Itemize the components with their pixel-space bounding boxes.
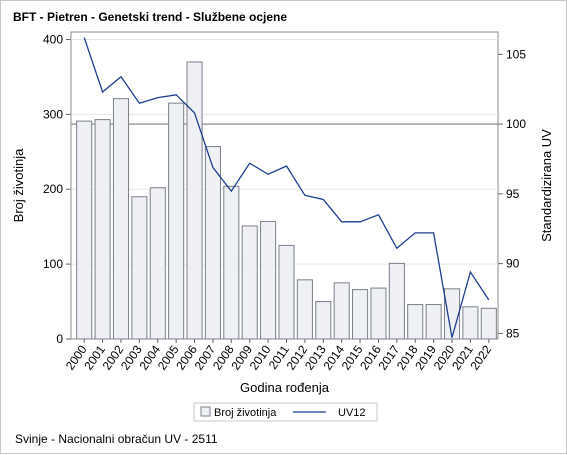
y2-tick-label: 85 (506, 326, 520, 340)
legend-label-bar: Broj životinja (214, 407, 277, 419)
legend-swatch-bar (200, 406, 211, 417)
y-tick-label: 400 (43, 32, 63, 46)
bar (388, 262, 405, 340)
bar (204, 146, 221, 340)
bar (352, 289, 369, 340)
y-tick-label: 100 (43, 257, 63, 271)
y-tick-label: 200 (43, 182, 63, 196)
y2-tick-label: 95 (506, 187, 520, 201)
bar (480, 307, 497, 340)
legend-label-line: UV12 (338, 407, 366, 419)
bar (94, 119, 111, 340)
bar (223, 185, 240, 340)
bar (333, 282, 350, 340)
bar (112, 98, 130, 340)
bar (443, 288, 461, 340)
chart-title: BFT - Pietren - Genetski trend - Služben… (13, 10, 288, 24)
bar (149, 187, 166, 340)
bar (76, 120, 93, 340)
bar (425, 304, 442, 340)
x-axis-title: Godina rođenja (240, 380, 330, 395)
bar (462, 306, 479, 340)
bar (407, 304, 424, 340)
y-axis-title: Broj životinja (11, 148, 26, 222)
footnote: Svinje - Nacionalni obračun UV - 2511 (15, 432, 218, 446)
y2-tick-label: 90 (506, 257, 520, 271)
y2-tick-label: 105 (506, 47, 526, 61)
x-tick-label: 2022 (467, 342, 494, 372)
bar (278, 244, 295, 340)
bar (186, 61, 203, 340)
y-tick-label: 0 (56, 332, 63, 346)
bar (131, 196, 148, 340)
bar (370, 287, 387, 340)
bar (260, 220, 277, 340)
bar (296, 279, 313, 340)
uv12-line (83, 37, 490, 338)
y-tick-label: 300 (43, 107, 63, 121)
legend-box (193, 402, 378, 422)
bar (168, 102, 185, 340)
bar (241, 225, 258, 340)
y2-axis-title: Standardizirana UV (539, 129, 554, 242)
y2-tick-label: 100 (506, 117, 526, 131)
bar (315, 301, 332, 340)
